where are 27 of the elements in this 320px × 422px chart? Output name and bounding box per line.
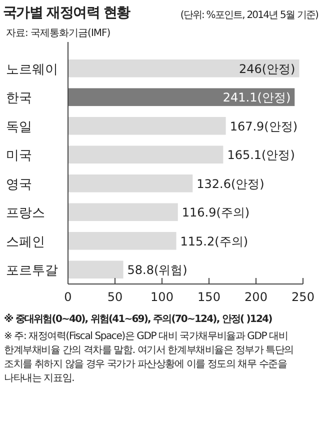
y-tick-label: 영국 — [6, 177, 32, 192]
data-label: 165.1(안정) — [227, 148, 295, 162]
data-label: 58.8(위험) — [127, 263, 188, 278]
data-label: 116.9(주의) — [182, 206, 250, 220]
x-tick-label: 0 — [64, 290, 72, 304]
x-tick-label: 150 — [198, 290, 220, 304]
data-label: 167.9(안정) — [230, 119, 298, 134]
annotation: ※ 중대위험(0~40), 위험(41~69), 주의(70~124), 안정( )124) — [4, 312, 272, 326]
x-tick-label: 200 — [244, 290, 268, 304]
y-tick-label: 미국 — [6, 148, 32, 164]
x-tick-label: 100 — [150, 290, 174, 304]
y-tick-label: 프랑스 — [6, 206, 45, 222]
y-tick-label: 스페인 — [6, 234, 45, 250]
x-tick-label: 50 — [107, 290, 123, 304]
data-label: 241.1(안정) — [222, 90, 291, 105]
annotation: ※ 주: 재정여력(Fiscal Space)은 GDP 대비 국가채무비율과 GDP 대비 한계부채비율 간의 격차를 말함. 여기서 한계부채비율은 정부가 특단의 조치를 취하지 않을 경우 국가가 파산상황에 이를 정도의 채무 수준을 나타내는 지표임. — [4, 330, 295, 386]
y-tick-label: 노르웨이 — [6, 62, 58, 78]
data-label: 115.2(주의) — [180, 234, 248, 248]
data-label: 246(안정) — [238, 62, 296, 76]
x-tick-label: 250 — [292, 290, 314, 304]
annotation: 자료: 국제통화기금(IMF) — [6, 27, 110, 40]
data-label: 132.6(안정) — [196, 176, 264, 191]
y-tick-label: 한국 — [6, 91, 32, 106]
y-tick-label: 독일 — [6, 120, 32, 135]
subtitle: (단위: %포인트, 2014년 5월 기준) — [180, 9, 318, 22]
y-tick-label: 포르투갈 — [6, 264, 58, 279]
title: 국가별 재정여력 현황 — [3, 4, 130, 22]
